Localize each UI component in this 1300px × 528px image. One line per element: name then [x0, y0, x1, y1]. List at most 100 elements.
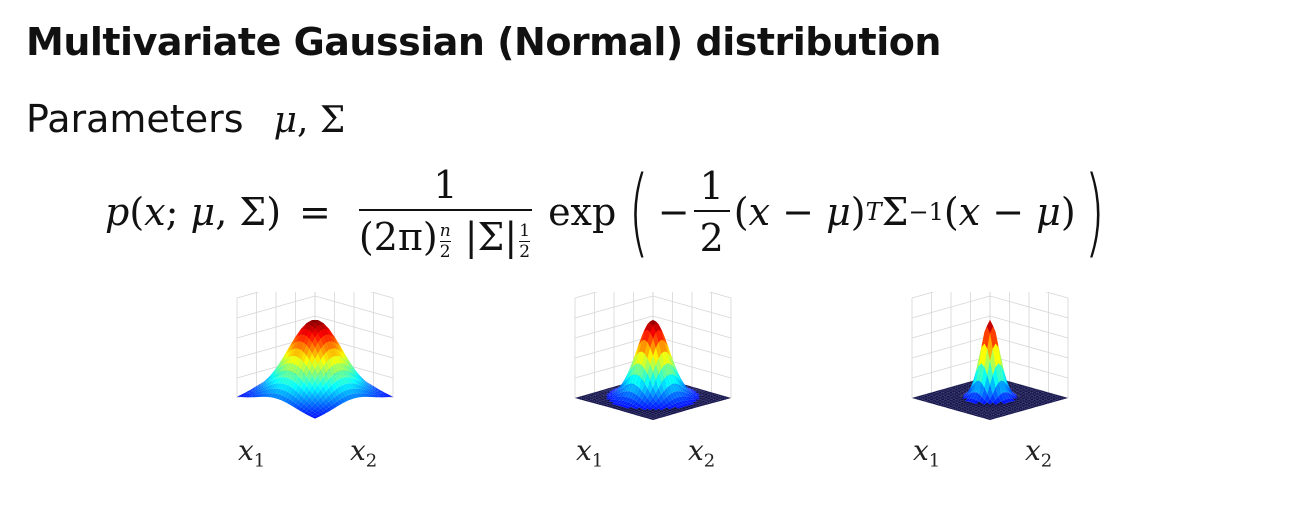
surface-patch [658, 369, 665, 384]
surface-patch [256, 383, 263, 387]
surface-patch [976, 347, 982, 373]
surface-patch [641, 353, 648, 370]
surface-patch [370, 389, 377, 394]
surface-patch [303, 336, 310, 346]
surface-patch [639, 411, 645, 414]
surface-patch [264, 376, 271, 384]
surface-patch [948, 390, 954, 392]
surface-patch [973, 411, 979, 413]
surface-patch [1037, 390, 1043, 392]
surface-patch [591, 397, 598, 399]
surface-patch [301, 382, 307, 392]
surface-patch [342, 396, 349, 402]
surface-patch [600, 389, 606, 392]
surface-patch [951, 389, 957, 391]
surface-patch [354, 368, 360, 376]
surface-patch [354, 383, 360, 390]
surface-patch [992, 416, 999, 419]
surface-patch [315, 393, 321, 401]
surface-patch [376, 395, 382, 398]
surface-patch [289, 342, 296, 352]
surface-patch [633, 394, 640, 402]
surface-patch [591, 392, 598, 394]
surface-patch [650, 325, 656, 339]
surface-patch [367, 386, 374, 391]
surface-patch [650, 372, 656, 387]
surface-patch [1023, 408, 1029, 410]
surface-patch [359, 385, 366, 391]
surface-patch [672, 360, 679, 375]
surface-patch [328, 328, 335, 337]
surface-patch [981, 408, 988, 411]
surface-patch [625, 376, 631, 387]
fraction-bar [358, 208, 533, 211]
surface-patch [337, 399, 343, 405]
surface-patch [1020, 386, 1027, 389]
surface-patch [692, 390, 698, 394]
surface-patch [661, 365, 667, 380]
surface-patch [303, 329, 310, 337]
surface-patch [605, 392, 612, 395]
surface-patch [1012, 394, 1018, 399]
surface-patch [962, 404, 968, 407]
surface-patch [630, 351, 637, 367]
surface-patch [644, 387, 651, 398]
surface-patch [287, 386, 293, 394]
surface-patch [976, 410, 982, 413]
surface-patch [323, 352, 329, 363]
surface-patch [365, 383, 371, 388]
transpose-exponent: T [865, 198, 882, 226]
surface-patch [700, 403, 706, 406]
surface-patch [644, 358, 651, 375]
surface-patch [692, 404, 698, 407]
surface-patch [689, 386, 695, 388]
surface-patch [334, 355, 341, 364]
surface-patch [666, 394, 673, 402]
surface-patch [614, 385, 620, 388]
surface-patch [630, 408, 637, 411]
surface-patch [678, 374, 684, 385]
surface-patch [636, 363, 642, 377]
surface-patch [597, 399, 603, 402]
surface-patch [934, 390, 940, 393]
surface-patch [317, 324, 324, 331]
surface-patch [616, 392, 623, 397]
surface-patch [981, 367, 988, 388]
surface-patch [1012, 400, 1018, 404]
surface-patch [611, 399, 617, 403]
surface-patch [376, 391, 382, 394]
surface-patch [1006, 404, 1013, 407]
surface-patch [630, 410, 637, 413]
fraction-numerator: 1 [433, 162, 458, 207]
surface-patch [953, 385, 960, 387]
surface-patch [320, 394, 327, 402]
surface-patch [614, 389, 620, 395]
surface-patch [636, 403, 642, 408]
surface-patch [614, 387, 620, 389]
surface-patch [317, 408, 324, 413]
surface-patch [655, 408, 662, 412]
surface-patch [694, 405, 701, 408]
surface-patch [591, 400, 598, 402]
surface-patch [611, 387, 617, 389]
surface-patch [992, 387, 999, 400]
surface-patch [270, 374, 276, 382]
surface-patch [705, 396, 712, 398]
surface-patch [312, 348, 318, 360]
surface-patch [295, 357, 302, 367]
surface-patch [1031, 393, 1038, 395]
surface-patch [675, 391, 681, 398]
surface-patch [320, 401, 327, 407]
surface-patch [942, 396, 949, 398]
surface-patch [309, 321, 315, 327]
fraction-denominator: (2π) n 2 |Σ| 1 2 [359, 211, 532, 262]
surface-patch [959, 385, 965, 387]
surface-patch [669, 384, 676, 393]
surface-patch [331, 356, 338, 365]
surface-patch [317, 349, 324, 360]
surface-patch [317, 321, 324, 325]
surface-patch [650, 411, 656, 414]
surface-patch [948, 394, 954, 397]
x2-var: x [1025, 434, 1041, 467]
surface-patch [248, 395, 254, 398]
